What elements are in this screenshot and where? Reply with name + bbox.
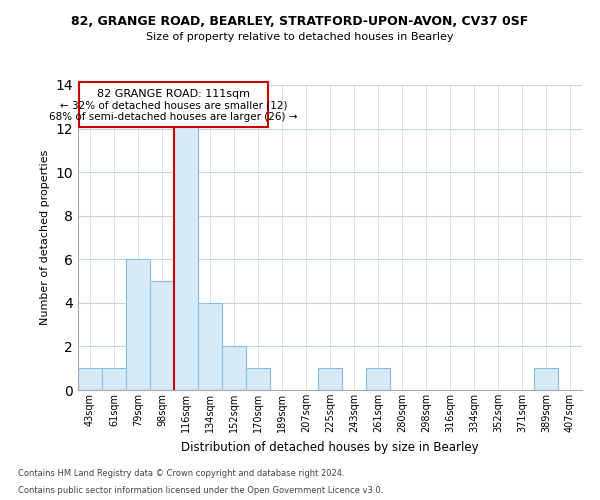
Text: ← 32% of detached houses are smaller (12): ← 32% of detached houses are smaller (12… (59, 100, 287, 110)
Text: Size of property relative to detached houses in Bearley: Size of property relative to detached ho… (146, 32, 454, 42)
Text: Contains public sector information licensed under the Open Government Licence v3: Contains public sector information licen… (18, 486, 383, 495)
Bar (366, 368, 390, 390)
FancyBboxPatch shape (79, 82, 268, 128)
Bar (102, 368, 126, 390)
X-axis label: Distribution of detached houses by size in Bearley: Distribution of detached houses by size … (181, 440, 479, 454)
Bar (222, 346, 246, 390)
Text: 82 GRANGE ROAD: 111sqm: 82 GRANGE ROAD: 111sqm (97, 88, 250, 99)
Bar (126, 260, 150, 390)
Bar (150, 281, 174, 390)
Text: 82, GRANGE ROAD, BEARLEY, STRATFORD-UPON-AVON, CV37 0SF: 82, GRANGE ROAD, BEARLEY, STRATFORD-UPON… (71, 15, 529, 28)
Text: Contains HM Land Registry data © Crown copyright and database right 2024.: Contains HM Land Registry data © Crown c… (18, 468, 344, 477)
Bar (246, 368, 270, 390)
Text: 68% of semi-detached houses are larger (26) →: 68% of semi-detached houses are larger (… (49, 112, 298, 122)
Bar (78, 368, 102, 390)
Bar (198, 303, 222, 390)
Bar (318, 368, 342, 390)
Bar (174, 107, 198, 390)
Y-axis label: Number of detached properties: Number of detached properties (40, 150, 50, 325)
Bar (534, 368, 558, 390)
